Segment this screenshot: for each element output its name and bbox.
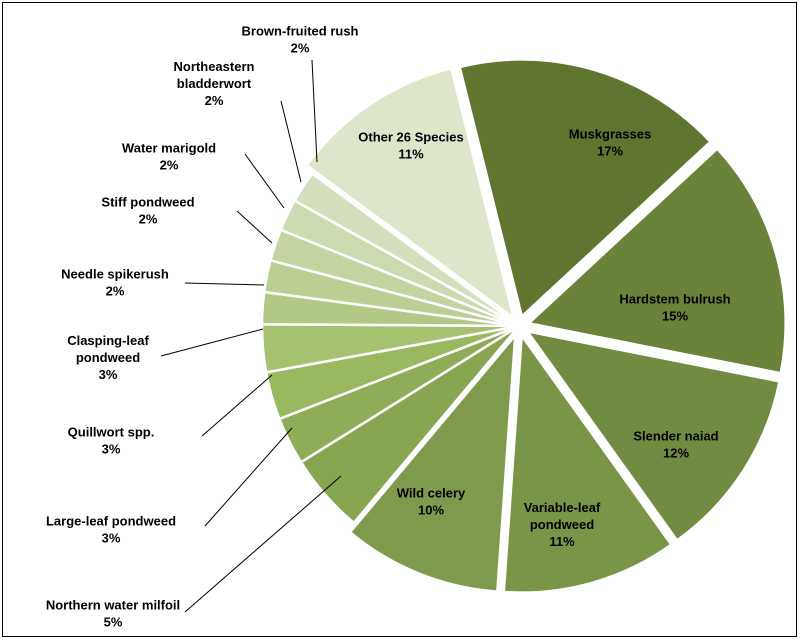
slice-label-water-marigold: Water marigold 2% (122, 141, 216, 173)
pie-slice-variable-leaf-pondweed (502, 332, 674, 594)
leader-line-clasping-leaf-pondweed (160, 328, 264, 357)
slice-label-muskgrasses: Muskgrasses 17% (569, 127, 651, 159)
slice-label-stiff-pondweed: Stiff pondweed 2% (101, 195, 194, 227)
leader-line-large-leaf-pondweed (204, 427, 293, 527)
slice-label-clasping-leaf-pondweed: Clasping-leaf pondweed 3% (67, 333, 149, 382)
leader-line-brown-fruited-rush (311, 59, 318, 163)
slice-label-hardstem-bulrush: Hardstem bulrush 15% (619, 292, 730, 324)
pie-slice-wild-celery (348, 331, 517, 593)
leader-line-stiff-pondweed (236, 210, 273, 244)
pie-slice-brown-fruited-rush (292, 171, 520, 328)
slice-label-slender-naiad: Slender naiad 12% (633, 429, 718, 461)
pie-slice-hardstem-bulrush (525, 146, 787, 375)
slice-label-wild-celery: Wild celery 10% (397, 486, 466, 518)
slice-label-brown-fruited-rush: Brown-fruited rush 2% (242, 24, 359, 56)
leader-line-northeastern-bladderwort (280, 100, 302, 183)
slice-label-quillwort-spp: Quillwort spp. 3% (68, 425, 155, 457)
slice-label-variable-leaf-pondweed: Variable-leaf pondweed 11% (524, 500, 601, 549)
leader-line-water-marigold (244, 153, 285, 209)
slice-label-needle-spikerush: Needle spikerush 2% (61, 267, 169, 299)
leader-line-needle-spikerush (184, 282, 265, 286)
pie-slice-other-26-species (304, 66, 516, 321)
slice-label-northeastern-bladderwort: Northeastern bladderwort 2% (174, 59, 255, 108)
slice-label-northern-water-milfoil: Northern water milfoil 5% (46, 598, 180, 630)
pie-slice-muskgrasses (458, 58, 713, 319)
leader-line-quillwort-spp (201, 374, 273, 437)
slice-label-large-leaf-pondweed: Large-leaf pondweed 3% (46, 514, 176, 546)
leader-line-northern-water-milfoil (184, 475, 342, 613)
slice-label-other-26-species: Other 26 Species 11% (358, 130, 464, 162)
pie-slice-slender-naiad (524, 329, 781, 543)
